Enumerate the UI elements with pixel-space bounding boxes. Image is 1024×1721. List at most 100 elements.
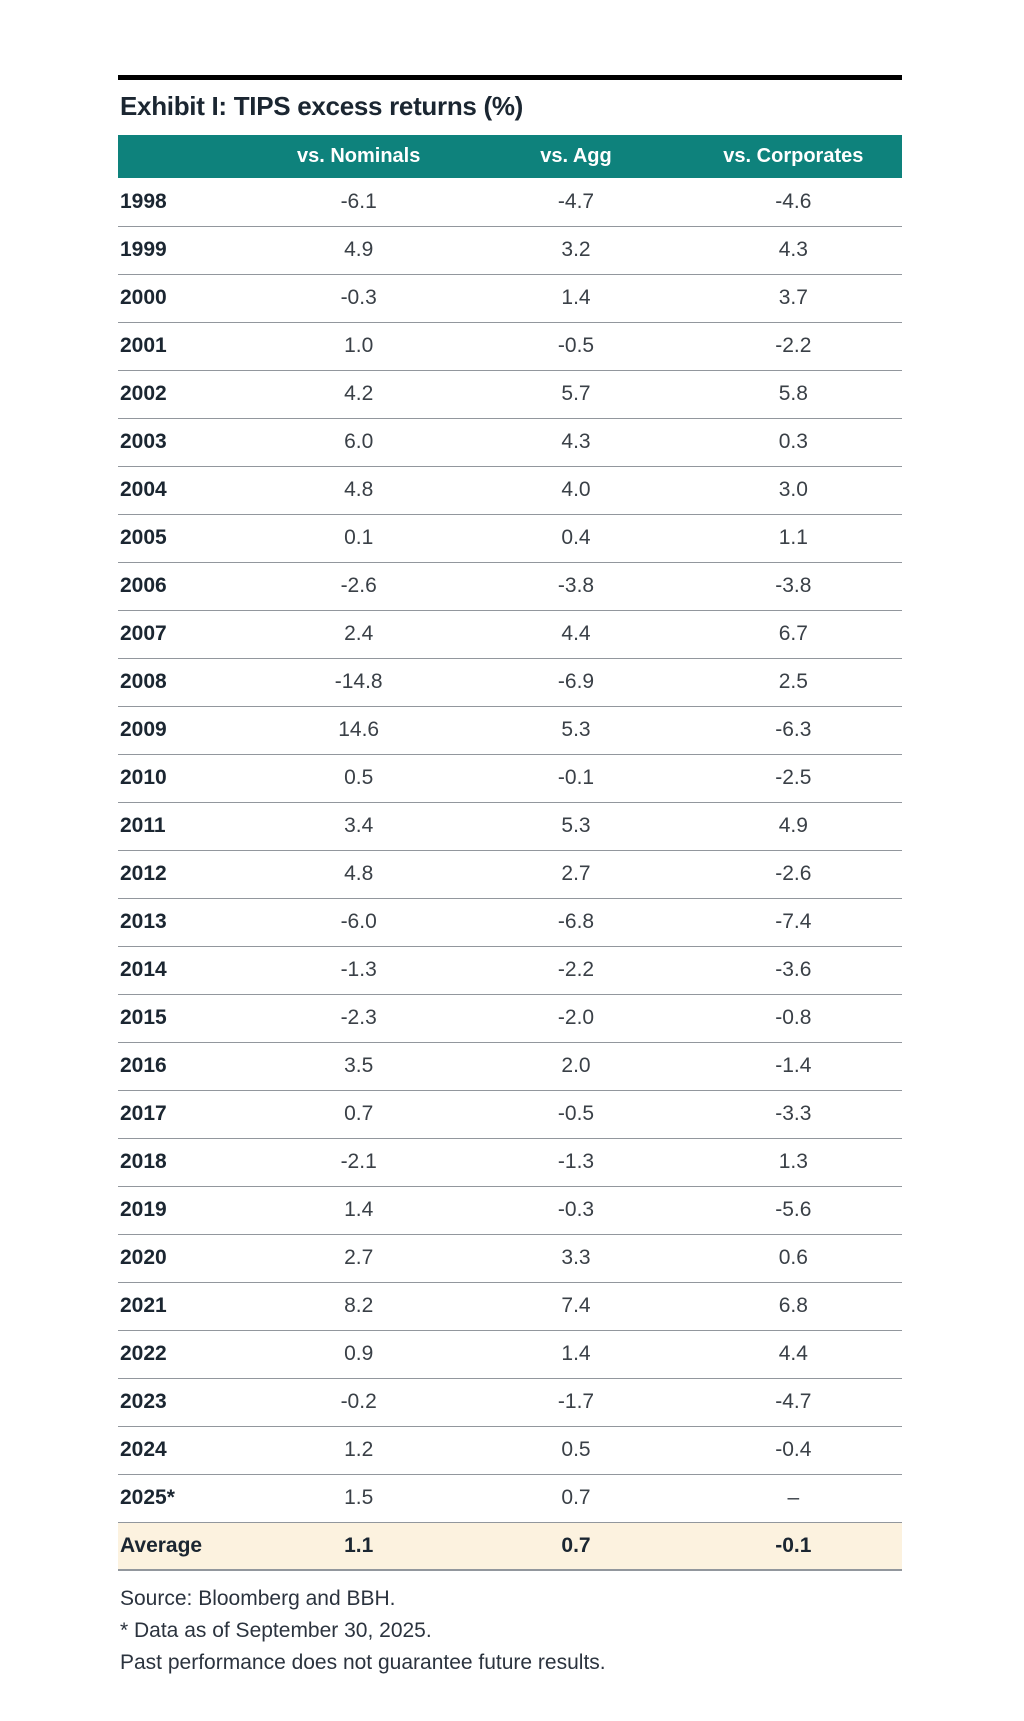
column-header-empty bbox=[118, 135, 250, 178]
value-cell: -0.5 bbox=[467, 322, 685, 371]
value-cell: 1.4 bbox=[467, 1330, 685, 1379]
table-row: 2006 -2.6 -3.8 -3.8 bbox=[118, 562, 902, 611]
value-cell: -3.8 bbox=[684, 562, 902, 611]
value-cell: 4.0 bbox=[467, 466, 685, 515]
value-cell: 4.3 bbox=[684, 226, 902, 275]
value-cell: -2.6 bbox=[250, 562, 468, 611]
value-cell: -4.6 bbox=[684, 178, 902, 227]
table-row: 2001 1.0 -0.5 -2.2 bbox=[118, 322, 902, 371]
value-cell: 4.8 bbox=[250, 466, 468, 515]
value-cell: -3.6 bbox=[684, 946, 902, 995]
value-cell: 6.0 bbox=[250, 418, 468, 467]
top-border-rule bbox=[118, 75, 902, 80]
value-cell: -5.6 bbox=[684, 1186, 902, 1235]
value-cell: 1.0 bbox=[250, 322, 468, 371]
value-cell: 1.4 bbox=[467, 274, 685, 323]
value-cell: 5.3 bbox=[467, 706, 685, 755]
table-row: 2012 4.8 2.7 -2.6 bbox=[118, 850, 902, 899]
value-cell: 4.3 bbox=[467, 418, 685, 467]
value-cell: -0.2 bbox=[250, 1378, 468, 1427]
year-cell: 2025* bbox=[118, 1474, 250, 1523]
table-row: 2021 8.2 7.4 6.8 bbox=[118, 1282, 902, 1331]
footnote-line: * Data as of September 30, 2025. bbox=[120, 1619, 432, 1642]
table-row: 2016 3.5 2.0 -1.4 bbox=[118, 1042, 902, 1091]
table-row: 2008 -14.8 -6.9 2.5 bbox=[118, 658, 902, 707]
value-cell: 1.5 bbox=[250, 1474, 468, 1523]
table-row: 2014 -1.3 -2.2 -3.6 bbox=[118, 946, 902, 995]
footnote-line: Past performance does not guarantee futu… bbox=[120, 1651, 606, 1674]
table-row: 2002 4.2 5.7 5.8 bbox=[118, 370, 902, 419]
value-cell: 0.3 bbox=[684, 418, 902, 467]
value-cell: 3.5 bbox=[250, 1042, 468, 1091]
value-cell: 5.3 bbox=[467, 802, 685, 851]
average-label: Average bbox=[118, 1522, 250, 1571]
year-cell: 1999 bbox=[118, 226, 250, 275]
value-cell: – bbox=[684, 1474, 902, 1523]
year-cell: 2008 bbox=[118, 658, 250, 707]
year-cell: 2003 bbox=[118, 418, 250, 467]
value-cell: -1.4 bbox=[684, 1042, 902, 1091]
value-cell: 4.8 bbox=[250, 850, 468, 899]
average-value-cell: 0.7 bbox=[467, 1522, 685, 1571]
value-cell: -0.8 bbox=[684, 994, 902, 1043]
value-cell: 1.3 bbox=[684, 1138, 902, 1187]
value-cell: -1.7 bbox=[467, 1378, 685, 1427]
exhibit-title: Exhibit I: TIPS excess returns (%) bbox=[120, 91, 524, 121]
year-cell: 2024 bbox=[118, 1426, 250, 1475]
table-row: 2004 4.8 4.0 3.0 bbox=[118, 466, 902, 515]
value-cell: -0.3 bbox=[250, 274, 468, 323]
table-row: 2011 3.4 5.3 4.9 bbox=[118, 802, 902, 851]
value-cell: 5.8 bbox=[684, 370, 902, 419]
year-cell: 2000 bbox=[118, 274, 250, 323]
value-cell: -2.3 bbox=[250, 994, 468, 1043]
table-row: 2003 6.0 4.3 0.3 bbox=[118, 418, 902, 467]
value-cell: -3.3 bbox=[684, 1090, 902, 1139]
value-cell: 1.2 bbox=[250, 1426, 468, 1475]
year-cell: 2015 bbox=[118, 994, 250, 1043]
year-cell: 2020 bbox=[118, 1234, 250, 1283]
value-cell: 1.4 bbox=[250, 1186, 468, 1235]
value-cell: 3.7 bbox=[684, 274, 902, 323]
year-cell: 2007 bbox=[118, 610, 250, 659]
value-cell: -6.8 bbox=[467, 898, 685, 947]
value-cell: 3.3 bbox=[467, 1234, 685, 1283]
average-row: Average 1.1 0.7 -0.1 bbox=[118, 1522, 902, 1571]
value-cell: -0.5 bbox=[467, 1090, 685, 1139]
table-row: 2015 -2.3 -2.0 -0.8 bbox=[118, 994, 902, 1043]
table-row: 2018 -2.1 -1.3 1.3 bbox=[118, 1138, 902, 1187]
table-row: 2005 0.1 0.4 1.1 bbox=[118, 514, 902, 563]
value-cell: 0.4 bbox=[467, 514, 685, 563]
average-value-cell: 1.1 bbox=[250, 1522, 468, 1571]
value-cell: -1.3 bbox=[467, 1138, 685, 1187]
year-cell: 2023 bbox=[118, 1378, 250, 1427]
footnote-line: Source: Bloomberg and BBH. bbox=[120, 1587, 396, 1610]
value-cell: -7.4 bbox=[684, 898, 902, 947]
year-cell: 2013 bbox=[118, 898, 250, 947]
value-cell: -6.0 bbox=[250, 898, 468, 947]
table-row: 2000 -0.3 1.4 3.7 bbox=[118, 274, 902, 323]
year-cell: 2021 bbox=[118, 1282, 250, 1331]
value-cell: -0.3 bbox=[467, 1186, 685, 1235]
value-cell: -14.8 bbox=[250, 658, 468, 707]
table-row: 2013 -6.0 -6.8 -7.4 bbox=[118, 898, 902, 947]
value-cell: -2.5 bbox=[684, 754, 902, 803]
year-cell: 2018 bbox=[118, 1138, 250, 1187]
year-cell: 2004 bbox=[118, 466, 250, 515]
value-cell: 0.6 bbox=[684, 1234, 902, 1283]
value-cell: 2.5 bbox=[684, 658, 902, 707]
year-cell: 2002 bbox=[118, 370, 250, 419]
value-cell: -4.7 bbox=[467, 178, 685, 227]
column-header: vs. Agg bbox=[467, 135, 685, 178]
table-row: 2009 14.6 5.3 -6.3 bbox=[118, 706, 902, 755]
value-cell: -2.2 bbox=[467, 946, 685, 995]
value-cell: -2.1 bbox=[250, 1138, 468, 1187]
table-row: 1999 4.9 3.2 4.3 bbox=[118, 226, 902, 275]
value-cell: -1.3 bbox=[250, 946, 468, 995]
year-cell: 2001 bbox=[118, 322, 250, 371]
value-cell: -0.1 bbox=[467, 754, 685, 803]
value-cell: 0.9 bbox=[250, 1330, 468, 1379]
year-cell: 2014 bbox=[118, 946, 250, 995]
value-cell: 3.2 bbox=[467, 226, 685, 275]
value-cell: 6.7 bbox=[684, 610, 902, 659]
value-cell: 3.4 bbox=[250, 802, 468, 851]
